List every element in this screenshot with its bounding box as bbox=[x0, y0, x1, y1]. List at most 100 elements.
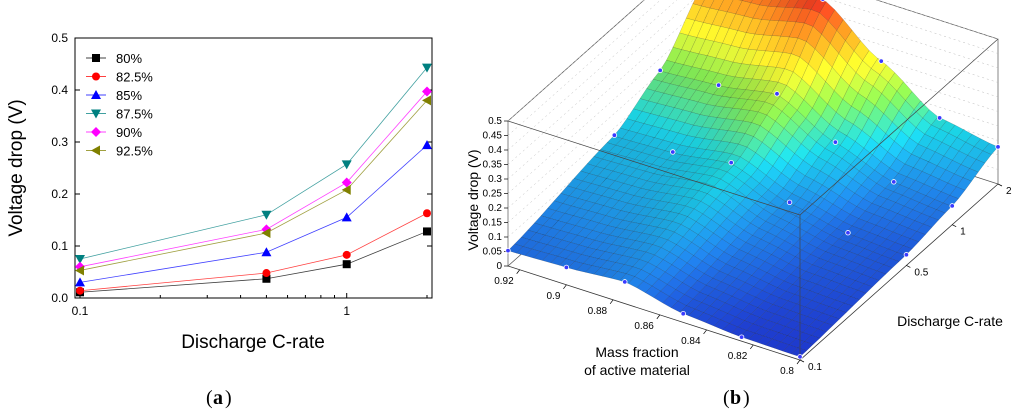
mass-fraction-tick-mark bbox=[796, 359, 801, 365]
mass-fraction-tick-mark bbox=[609, 299, 614, 305]
y-tick-label: 0.1 bbox=[51, 239, 68, 253]
data-point-85% bbox=[261, 247, 272, 257]
measured-point bbox=[622, 279, 628, 285]
legend-marker bbox=[91, 90, 101, 99]
z-tick-label: 0.35 bbox=[483, 160, 503, 171]
series-line-85% bbox=[79, 144, 428, 283]
measured-point bbox=[936, 115, 943, 121]
legend-label: 85% bbox=[116, 88, 142, 103]
measured-point bbox=[903, 252, 910, 258]
surface-cell bbox=[962, 168, 979, 182]
z-tick-label: 0.2 bbox=[488, 203, 502, 214]
legend-label: 92.5% bbox=[116, 144, 153, 159]
y-tick-label: 0.5 bbox=[51, 31, 68, 45]
y-tick-label: 0.3 bbox=[51, 135, 68, 149]
surface-cell bbox=[750, 0, 763, 6]
z-tick-label: 0.1 bbox=[488, 232, 502, 243]
measured-point bbox=[680, 311, 686, 317]
series-line-80% bbox=[79, 231, 428, 293]
measured-point bbox=[995, 144, 1001, 150]
series-line-90% bbox=[79, 91, 428, 268]
data-point-92.5% bbox=[422, 95, 431, 106]
svg-text:): ) bbox=[225, 387, 232, 409]
measured-point bbox=[786, 199, 793, 206]
x-tick-label: 0.1 bbox=[72, 304, 89, 318]
surface-cell bbox=[802, 0, 817, 10]
surface-cell bbox=[830, 309, 847, 320]
data-point-80% bbox=[262, 274, 271, 283]
legend-marker bbox=[92, 72, 100, 81]
legend-marker bbox=[91, 145, 100, 156]
z-tick-label: 0.45 bbox=[483, 131, 503, 142]
surface-cell bbox=[791, 347, 807, 357]
measured-point bbox=[738, 334, 745, 340]
measured-point bbox=[657, 67, 663, 74]
surface-cell bbox=[942, 195, 959, 207]
legend-label: 80% bbox=[116, 51, 142, 66]
c-rate-tick-label: 2 bbox=[1006, 186, 1012, 197]
chart-b: 00.050.10.150.20.250.30.350.40.450.50.92… bbox=[465, 0, 1012, 409]
legend-marker bbox=[91, 109, 101, 119]
surface-cell bbox=[759, 0, 773, 7]
data-point-85% bbox=[341, 212, 352, 222]
data-point-82.5% bbox=[423, 209, 431, 218]
measured-point bbox=[611, 132, 618, 138]
svg-text:): ) bbox=[743, 387, 750, 409]
c-rate-tick-label: 0.1 bbox=[808, 362, 822, 373]
surface-cell bbox=[956, 177, 972, 191]
chart-b-panel-label: ( b ) bbox=[723, 387, 750, 409]
surface-cell bbox=[923, 216, 939, 228]
c-rate-tick-mark bbox=[799, 359, 805, 363]
mass-fraction-tick-mark bbox=[563, 284, 567, 290]
measured-point bbox=[728, 159, 734, 166]
z-tick-label: 0.4 bbox=[488, 145, 502, 156]
z-tick-label: 0.5 bbox=[488, 116, 502, 127]
chart-b-z-axis-label: Voltage drop (V) bbox=[465, 149, 481, 250]
surface-cell bbox=[776, 0, 790, 8]
data-point-92.5% bbox=[341, 184, 351, 195]
surface-cell bbox=[975, 150, 992, 164]
measured-point bbox=[797, 354, 803, 360]
c-rate-tick-mark bbox=[906, 265, 911, 268]
surface-cell bbox=[909, 231, 926, 243]
surface-cell bbox=[896, 245, 913, 256]
chart-a: 0.0 0.1 0.2 0.3 0.4 0.5 0.1 1 80% 82.5% 85% 87.5% 9… bbox=[6, 31, 433, 409]
chart-a-x-axis-label: Discharge C-rate bbox=[181, 332, 325, 353]
measured-point bbox=[891, 179, 897, 185]
data-point-92.5% bbox=[261, 228, 271, 238]
surface-cell bbox=[709, 0, 724, 11]
data-point-82.5% bbox=[342, 250, 351, 259]
data-point-90% bbox=[341, 177, 352, 188]
data-point-90% bbox=[422, 86, 432, 97]
data-point-82.5% bbox=[76, 286, 84, 295]
mass-fraction-tick-label: 0.9 bbox=[546, 291, 560, 302]
legend-marker bbox=[91, 127, 101, 137]
measured-point bbox=[715, 82, 722, 88]
mass-fraction-tick-label: 0.82 bbox=[728, 351, 748, 362]
c-rate-tick-label: 1 bbox=[960, 227, 966, 238]
surface-cell bbox=[810, 328, 827, 339]
panel-b-letter: b bbox=[730, 387, 741, 409]
legend-label: 90% bbox=[116, 125, 142, 140]
data-point-87.5% bbox=[422, 63, 432, 73]
mass-fraction-tick-label: 0.92 bbox=[494, 276, 514, 287]
data-point-82.5% bbox=[262, 269, 271, 278]
series-line-92.5% bbox=[79, 100, 428, 271]
data-point-80% bbox=[423, 227, 431, 236]
legend-label: 87.5% bbox=[116, 107, 153, 122]
measured-point bbox=[878, 58, 884, 64]
series-line-87.5% bbox=[79, 67, 428, 260]
c-rate-tick-mark bbox=[952, 224, 957, 228]
surface-cell bbox=[701, 0, 715, 9]
chart-b-x-axis-label: Mass fraction of active material bbox=[584, 344, 690, 378]
chart-b-x-axis-label-line: Mass fraction bbox=[595, 344, 678, 360]
mass-fraction-tick-label: 0.88 bbox=[588, 306, 608, 317]
data-point-80% bbox=[342, 260, 351, 269]
surface-cell bbox=[793, 0, 808, 9]
svg-text:(: ( bbox=[723, 387, 730, 409]
chart-b-x-axis-label-line: of active material bbox=[584, 362, 690, 378]
mass-fraction-tick-mark bbox=[516, 269, 520, 274]
y-tick-label: 0.0 bbox=[51, 291, 68, 305]
measured-point bbox=[670, 149, 676, 155]
